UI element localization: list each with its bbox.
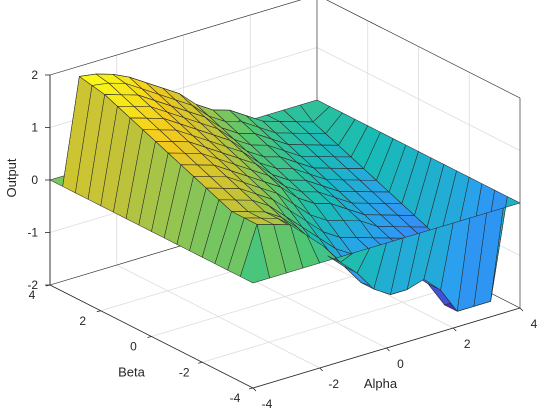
x-tick-label: 4 xyxy=(531,317,538,331)
surface-layer xyxy=(49,73,521,312)
y-tick-label: 4 xyxy=(29,288,36,302)
x-tick-mark xyxy=(452,327,457,332)
z-axis-label: Output xyxy=(4,158,19,197)
z-tick-label: -1 xyxy=(27,226,38,240)
z-tick-label: 1 xyxy=(31,121,38,135)
x-tick-mark xyxy=(319,367,324,372)
y-tick-label: -4 xyxy=(230,391,241,405)
box-edge xyxy=(326,0,521,99)
floor-grid-line xyxy=(202,281,470,363)
y-tick-label: 2 xyxy=(79,314,86,328)
box-edge xyxy=(49,0,302,76)
x-tick-mark xyxy=(252,387,257,392)
side-wall-grid-line xyxy=(316,47,521,151)
x-tick-label: 0 xyxy=(397,357,404,371)
z-tick-label: 0 xyxy=(31,173,38,187)
x-tick-mark xyxy=(386,347,390,352)
x-tick-label: -4 xyxy=(262,397,273,411)
z-tick-label: 2 xyxy=(31,68,38,82)
y-tick-mark xyxy=(248,387,254,390)
x-tick-label: -2 xyxy=(328,377,339,391)
y-tick-mark xyxy=(147,336,152,338)
x-tick-label: 2 xyxy=(464,337,471,351)
y-tick-label: 0 xyxy=(130,340,137,354)
x-axis-label: Alpha xyxy=(364,376,398,391)
y-tick-mark xyxy=(198,361,203,364)
y-axis-label: Beta xyxy=(118,365,146,380)
z-tick-label: -2 xyxy=(27,278,38,292)
x-tick-mark xyxy=(519,307,524,312)
y-tick-label: -2 xyxy=(179,365,190,379)
surface-patch xyxy=(490,196,521,302)
y-tick-mark xyxy=(96,310,101,313)
